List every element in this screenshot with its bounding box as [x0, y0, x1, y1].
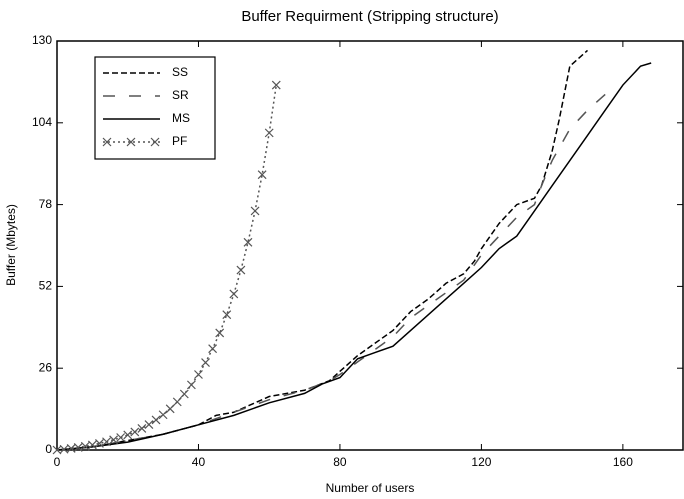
point-marker: [222, 310, 232, 320]
point-marker: [87, 440, 97, 450]
legend-label: SS: [172, 65, 188, 79]
point-marker: [109, 435, 119, 445]
x-tick-label: 80: [333, 455, 347, 469]
y-tick-label: 104: [32, 115, 52, 129]
point-marker: [172, 397, 182, 407]
x-tick-label: 0: [54, 455, 61, 469]
point-marker: [250, 206, 260, 216]
point-marker: [208, 344, 218, 354]
point-marker: [271, 80, 281, 90]
point-marker: [137, 424, 147, 433]
x-tick-label: 160: [613, 455, 633, 469]
point-marker: [73, 442, 83, 452]
point-marker: [144, 420, 154, 429]
point-marker: [95, 439, 104, 448]
point-marker: [229, 289, 239, 299]
legend-label: SR: [172, 88, 189, 102]
y-tick-label: 130: [32, 33, 52, 47]
series-line: [56, 49, 589, 451]
y-tick-label: 26: [39, 360, 53, 374]
point-marker: [257, 170, 267, 180]
y-axis-label: Buffer (Mbytes): [4, 204, 18, 286]
chart-title: Buffer Requirment (Stripping structure): [241, 8, 498, 25]
point-marker: [215, 328, 225, 338]
point-marker: [52, 445, 62, 455]
point-marker: [66, 443, 76, 453]
point-marker: [243, 237, 253, 247]
point-marker: [80, 441, 90, 451]
point-marker: [186, 380, 196, 390]
legend-marker: [150, 137, 160, 147]
point-marker: [151, 415, 161, 425]
point-marker: [236, 265, 246, 275]
point-marker: [102, 437, 111, 447]
legend-label: MS: [172, 111, 190, 125]
point-marker: [59, 444, 69, 454]
point-marker: [116, 433, 126, 442]
point-marker: [194, 370, 203, 379]
series-line: [56, 84, 278, 451]
y-tick-label: 52: [39, 279, 53, 293]
legend-marker: [126, 137, 136, 147]
legend-marker: [102, 137, 112, 147]
x-tick-label: 40: [192, 455, 206, 469]
point-marker: [264, 128, 274, 138]
point-marker: [165, 404, 175, 414]
x-tick-label: 120: [471, 455, 491, 469]
plot-frame: [56, 40, 684, 451]
series-line: [56, 62, 652, 451]
y-tick-label: 78: [39, 197, 53, 211]
y-tick-label: 0: [45, 442, 52, 456]
point-marker: [179, 389, 189, 399]
point-marker: [158, 410, 168, 420]
point-marker: [123, 430, 133, 440]
x-axis-label: Number of users: [326, 481, 415, 495]
point-marker: [130, 427, 140, 437]
legend-label: PF: [172, 134, 187, 148]
point-marker: [201, 358, 210, 367]
